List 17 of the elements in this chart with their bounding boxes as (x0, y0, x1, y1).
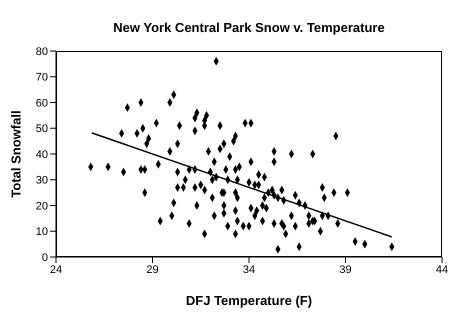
x-tick-label: 24 (50, 264, 62, 276)
y-tick-label: 60 (36, 97, 48, 110)
y-tick-label: 50 (36, 123, 48, 136)
x-axis-title: DFJ Temperature (F) (186, 293, 312, 308)
y-tick-label: 40 (36, 148, 48, 161)
x-tick-label: 34 (242, 264, 256, 276)
y-tick-label: 10 (36, 226, 48, 238)
y-axis-title: Total Snowfall (8, 110, 24, 198)
y-tick-label: 20 (36, 200, 48, 212)
chart-title: New York Central Park Snow v. Temperature (112, 20, 386, 35)
y-tick-label: 0 (42, 252, 48, 264)
y-tick-label: 70 (36, 72, 48, 84)
x-tick-label: 39 (339, 264, 352, 276)
y-tick-label: 80 (36, 46, 48, 58)
x-tick-label: 29 (146, 264, 159, 276)
y-tick-label: 30 (36, 174, 48, 187)
x-tick-label: 44 (436, 264, 448, 276)
